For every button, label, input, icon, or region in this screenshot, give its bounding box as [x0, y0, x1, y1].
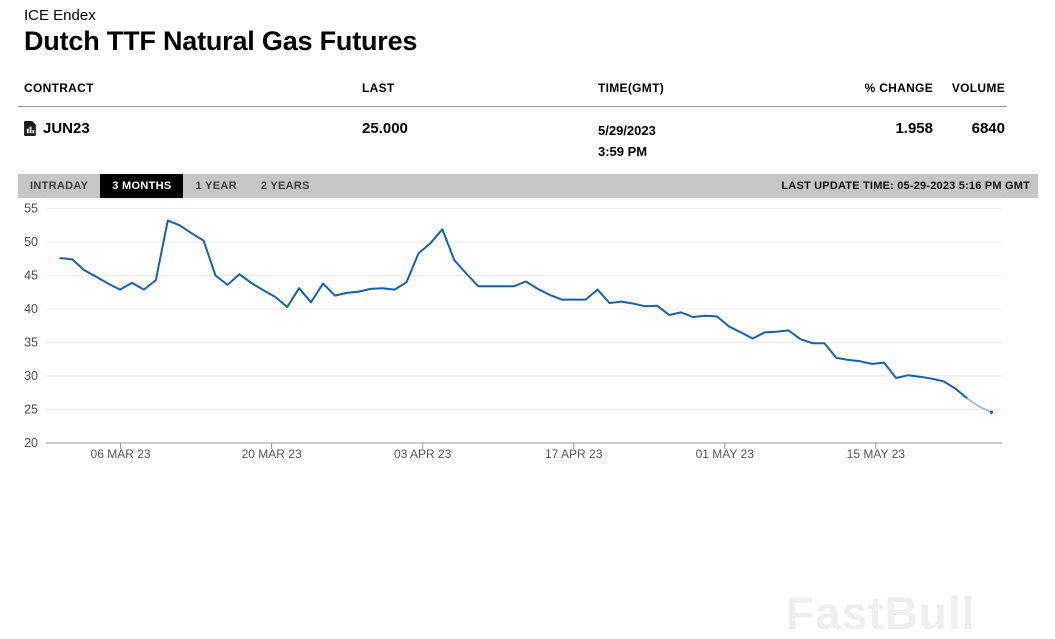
svg-text:20: 20: [24, 436, 38, 450]
contract-link[interactable]: JUN23: [24, 120, 362, 137]
tab-3-months[interactable]: 3 MONTHS: [100, 174, 184, 198]
svg-text:25: 25: [24, 403, 38, 417]
tab-2-years[interactable]: 2 YEARS: [260, 180, 310, 192]
svg-text:15 MAY 23: 15 MAY 23: [847, 447, 906, 461]
svg-text:35: 35: [24, 336, 38, 350]
contract-value: JUN23: [43, 120, 90, 137]
fastbull-watermark: FastBull: [786, 587, 976, 639]
period-tabbar: INTRADAY 3 MONTHS 1 YEAR 2 YEARS LAST UP…: [18, 174, 1038, 198]
svg-text:20 MAR 23: 20 MAR 23: [242, 447, 302, 461]
exchange-name: ICE Endex: [24, 7, 96, 24]
col-time: TIME(GMT): [598, 81, 665, 95]
time-cell: 5/29/2023 3:59 PM: [598, 120, 853, 162]
svg-text:01 MAY 23: 01 MAY 23: [696, 447, 755, 461]
price-chart[interactable]: FastBull 55 50 45 40 35 30 25 20 06 MAR 23 20 MAR…: [0, 198, 1055, 636]
col-contract: CONTRACT: [24, 81, 94, 95]
page-title: Dutch TTF Natural Gas Futures: [24, 26, 418, 56]
contract-document-icon: [24, 121, 37, 136]
tab-intraday[interactable]: INTRADAY: [30, 180, 89, 192]
quote-date: 5/29/2023: [598, 123, 656, 138]
quote-table-header: CONTRACT LAST TIME(GMT) % CHANGE VOLUME: [24, 81, 1005, 95]
table-divider: [18, 106, 1007, 107]
svg-text:40: 40: [24, 302, 38, 316]
col-volume: VOLUME: [951, 81, 1005, 95]
volume-value: 6840: [971, 120, 1005, 137]
table-row: JUN23 25.000 5/29/2023 3:59 PM 1.958 684…: [24, 120, 1005, 162]
svg-text:50: 50: [24, 235, 38, 249]
change-value: 1.958: [895, 120, 933, 137]
svg-text:17 APR 23: 17 APR 23: [545, 447, 603, 461]
svg-text:55: 55: [24, 202, 38, 216]
tab-1-year[interactable]: 1 YEAR: [195, 180, 237, 192]
line-chart-canvas[interactable]: 55 50 45 40 35 30 25 20 06 MAR 23 20 MAR 23 03 APR…: [0, 198, 1055, 478]
svg-text:06 MAR 23: 06 MAR 23: [91, 447, 151, 461]
svg-text:03 APR 23: 03 APR 23: [394, 447, 452, 461]
last-value: 25.000: [362, 120, 408, 137]
col-last: LAST: [362, 81, 395, 95]
last-update-time: LAST UPDATE TIME: 05-29-2023 5:16 PM GMT: [781, 180, 1030, 192]
svg-text:45: 45: [24, 269, 38, 283]
col-change: % CHANGE: [864, 81, 933, 95]
quote-time: 3:59 PM: [598, 144, 648, 159]
page-header: ICE Endex Dutch TTF Natural Gas Futures: [0, 0, 1055, 57]
svg-text:30: 30: [24, 369, 38, 383]
